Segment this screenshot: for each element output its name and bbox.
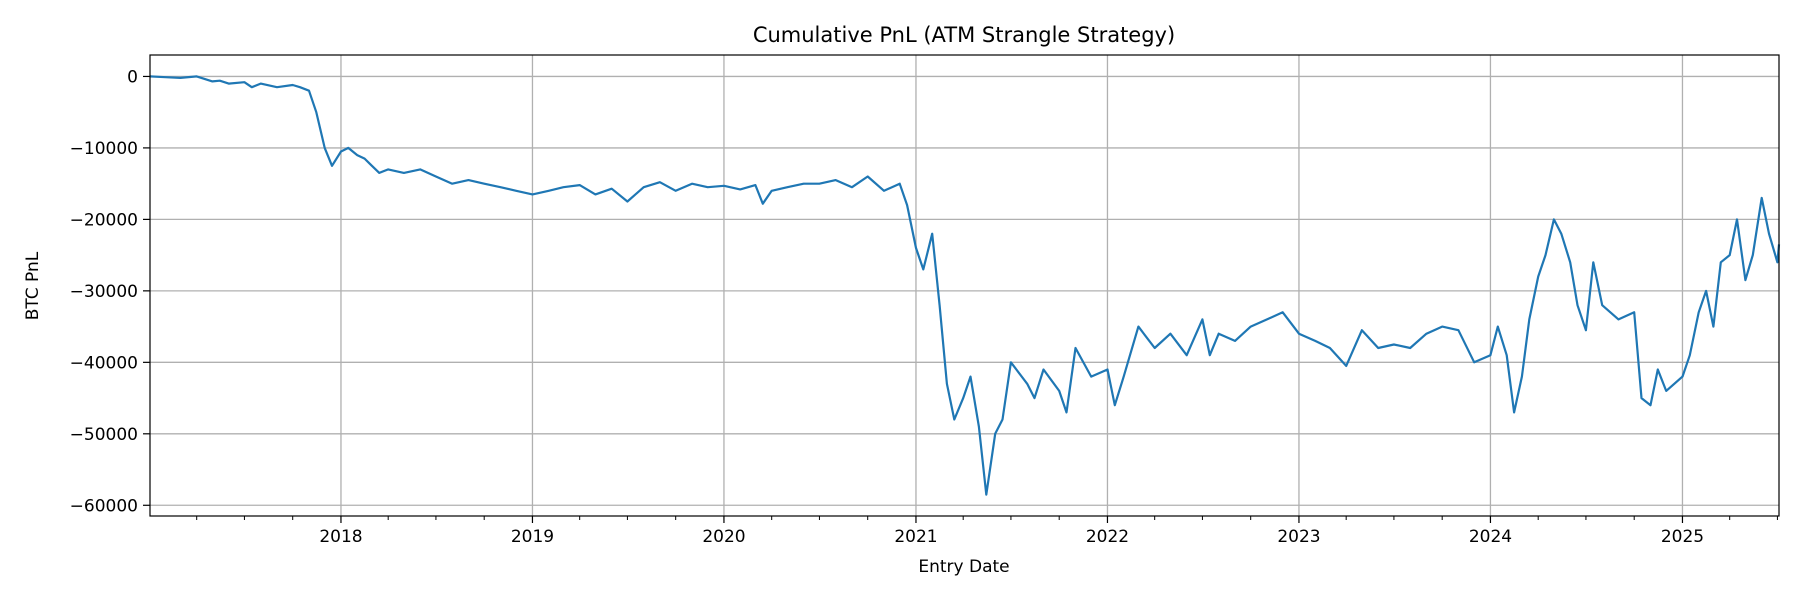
series-layer <box>149 75 1781 496</box>
y-axis-label: BTC PnL <box>23 251 43 320</box>
x-tick-label: 2020 <box>702 527 745 547</box>
x-axis-label: Entry Date <box>918 557 1009 577</box>
y-tick-label: 0 <box>127 67 138 87</box>
x-tick-label: 2022 <box>1086 527 1129 547</box>
y-tick-label: −20000 <box>70 210 138 230</box>
y-tick-label: −40000 <box>70 353 138 373</box>
x-tick-label: 2025 <box>1661 527 1704 547</box>
x-tick-label: 2018 <box>319 527 362 547</box>
y-tick-label: −10000 <box>70 139 138 159</box>
x-tick-label: 2019 <box>511 527 554 547</box>
plot-frame <box>149 54 1780 517</box>
x-tick-label: 2023 <box>1277 527 1320 547</box>
x-tick-label: 2021 <box>894 527 937 547</box>
chart-title: Cumulative PnL (ATM Strangle Strategy) <box>753 23 1175 47</box>
y-tick-label: −60000 <box>70 496 138 516</box>
y-tick-label: −30000 <box>70 282 138 302</box>
y-tick-label: −50000 <box>70 425 138 445</box>
x-tick-label: 2024 <box>1469 527 1512 547</box>
series-line <box>149 75 1781 496</box>
x-axis-ticks: 2018 2019 2020 2021 2022 2023 2024 2025 <box>196 516 1778 547</box>
y-axis-ticks: 0 −10000 −20000 −30000 −40000 −50000 −60000 <box>70 67 150 516</box>
